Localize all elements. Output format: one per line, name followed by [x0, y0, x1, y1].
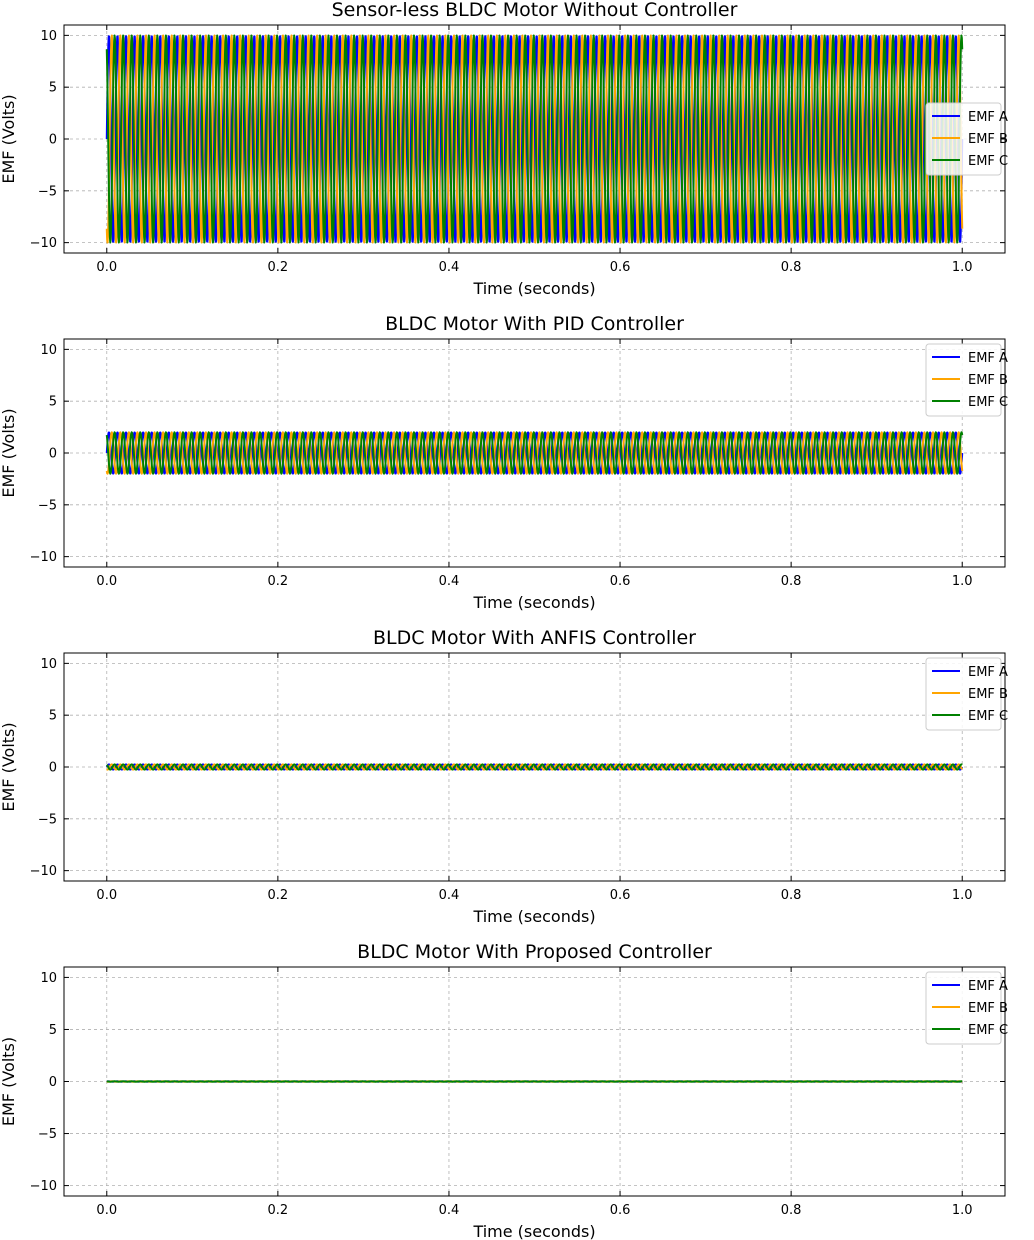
legend-label: EMF B	[968, 687, 1008, 702]
legend: EMF A EMF B EMF C	[925, 102, 1008, 176]
x-tick-label: 0.6	[610, 1203, 631, 1218]
x-axis-label: Time (seconds)	[472, 279, 595, 298]
y-axis-label: EMF (Volts)	[0, 408, 18, 497]
legend-label: EMF C	[968, 154, 1008, 169]
x-tick-label: 0.8	[781, 1203, 802, 1218]
series-group	[105, 763, 964, 771]
x-tick-label: 0.8	[781, 888, 802, 903]
y-tick-label: 5	[49, 81, 57, 96]
y-tick-label: 10	[40, 657, 57, 672]
x-tick-label: 0.0	[96, 260, 117, 275]
legend: EMF A EMF B EMF C	[925, 971, 1008, 1045]
legend: EMF A EMF B EMF C	[925, 343, 1008, 417]
x-tick-label: 0.4	[439, 888, 460, 903]
y-axis-label: EMF (Volts)	[0, 1037, 18, 1126]
x-tick-label: 0.0	[96, 574, 117, 589]
subplot-4: 0.0 0.2 0.4 0.6 0.8 1.0 −10 −5 0 5 10 BLDC Motor Wi…	[0, 941, 1008, 1240]
legend-box	[925, 343, 1002, 417]
legend-label: EMF C	[968, 709, 1008, 724]
y-tick-label: −10	[30, 864, 57, 879]
legend-label: EMF C	[968, 1023, 1008, 1038]
legend-label: EMF A	[968, 110, 1008, 125]
y-tick-label: −5	[38, 812, 57, 827]
series-line-emf-a	[105, 431, 964, 475]
chart-title: BLDC Motor With Proposed Controller	[357, 941, 712, 963]
legend-box	[925, 657, 1002, 731]
series-line-emf-b	[106, 763, 963, 771]
series-line-emf-a	[105, 35, 964, 243]
y-tick-label: −5	[38, 184, 57, 199]
y-tick-label: −10	[30, 236, 57, 251]
x-tick-label: 0.8	[781, 260, 802, 275]
y-tick-label: 10	[40, 343, 57, 358]
x-tick-label: 0.2	[268, 574, 289, 589]
y-tick-label: −10	[30, 550, 57, 565]
legend-box	[925, 971, 1002, 1045]
series-line-emf-c	[105, 34, 964, 244]
x-tick-label: 0.6	[610, 260, 631, 275]
series-line-emf-b	[105, 431, 964, 475]
y-tick-label: 0	[49, 133, 57, 148]
y-axis-label: EMF (Volts)	[0, 722, 18, 811]
x-tick-label: 1.0	[952, 574, 973, 589]
series-group	[105, 431, 964, 475]
subplot-1: 0.0 0.2 0.4 0.6 0.8 1.0 −10 −5 0 5 10 Sensor-less B…	[0, 0, 1008, 298]
y-axis-label: EMF (Volts)	[0, 94, 18, 183]
legend-label: EMF A	[968, 351, 1008, 366]
x-tick-label: 1.0	[952, 888, 973, 903]
subplot-3: 0.0 0.2 0.4 0.6 0.8 1.0 −10 −5 0 5 10 BLDC Motor Wi…	[0, 627, 1008, 926]
y-tick-label: 5	[49, 395, 57, 410]
series-group	[105, 34, 964, 244]
y-tick-label: 10	[40, 971, 57, 986]
x-tick-label: 0.0	[96, 888, 117, 903]
legend: EMF A EMF B EMF C	[925, 657, 1008, 731]
x-tick-label: 1.0	[952, 1203, 973, 1218]
x-tick-label: 0.2	[268, 1203, 289, 1218]
y-tick-label: −5	[38, 1127, 57, 1142]
x-tick-label: 0.4	[439, 260, 460, 275]
y-tick-label: 0	[49, 447, 57, 462]
x-tick-label: 0.6	[610, 574, 631, 589]
legend-label: EMF B	[968, 132, 1008, 147]
legend-label: EMF A	[968, 979, 1008, 994]
y-tick-label: −10	[30, 1179, 57, 1194]
x-tick-label: 0.2	[268, 888, 289, 903]
y-tick-label: 5	[49, 1023, 57, 1038]
x-tick-label: 0.6	[610, 888, 631, 903]
x-tick-label: 0.2	[268, 260, 289, 275]
y-tick-label: 10	[40, 29, 57, 44]
x-tick-label: 0.0	[96, 1203, 117, 1218]
x-tick-label: 1.0	[952, 260, 973, 275]
series-line-emf-b	[105, 34, 964, 244]
y-tick-label: 5	[49, 709, 57, 724]
legend-label: EMF B	[968, 1001, 1008, 1016]
y-tick-label: 0	[49, 1075, 57, 1090]
legend-box	[925, 102, 1002, 176]
legend-label: EMF B	[968, 373, 1008, 388]
series-line-emf-a	[105, 763, 964, 771]
y-tick-label: −5	[38, 498, 57, 513]
series-line-emf-c	[105, 431, 964, 475]
x-axis-label: Time (seconds)	[472, 1222, 595, 1240]
chart-title: BLDC Motor With PID Controller	[385, 313, 684, 335]
subplot-2: 0.0 0.2 0.4 0.6 0.8 1.0 −10 −5 0 5 10 BLDC Motor Wi…	[0, 313, 1008, 612]
legend-label: EMF A	[968, 665, 1008, 680]
x-tick-label: 0.4	[439, 574, 460, 589]
x-axis-label: Time (seconds)	[472, 593, 595, 612]
chart-title: Sensor-less BLDC Motor Without Controlle…	[332, 0, 738, 21]
x-tick-label: 0.8	[781, 574, 802, 589]
chart-title: BLDC Motor With ANFIS Controller	[373, 627, 696, 649]
x-axis-label: Time (seconds)	[472, 907, 595, 926]
y-tick-label: 0	[49, 761, 57, 776]
series-line-emf-c	[106, 763, 963, 771]
legend-label: EMF C	[968, 395, 1008, 410]
x-tick-label: 0.4	[439, 1203, 460, 1218]
